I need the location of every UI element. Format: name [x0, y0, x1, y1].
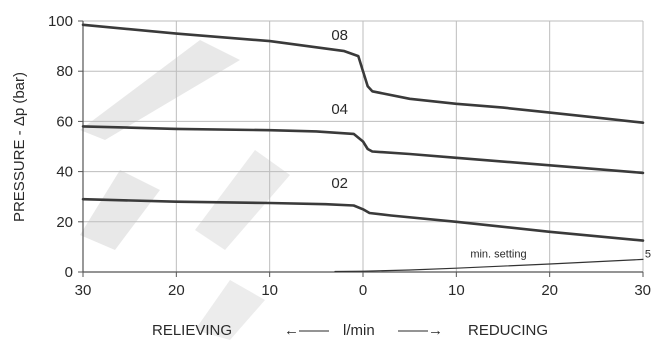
grid-lines: [82, 20, 644, 273]
x-caption-right: REDUCING: [468, 322, 548, 339]
y-tick-labels: 0 20 40 60 80 100: [48, 13, 73, 281]
x-tick-label: 10: [448, 282, 465, 299]
series-label-04: 04: [331, 101, 348, 118]
x-tick-label: 20: [168, 282, 185, 299]
series-line-04: [81, 125, 645, 175]
y-tick-label: 100: [48, 13, 73, 30]
series-label-5: 5: [645, 248, 651, 260]
x-caption-right-arrow: ——→: [398, 322, 443, 339]
series-lines: [81, 23, 645, 273]
x-axis-caption: RELIEVING ←—— l/min ——→ REDUCING: [152, 322, 548, 339]
x-tick-label: 30: [634, 282, 651, 299]
annotation-min-setting: min. setting: [470, 248, 526, 260]
x-tick-label: 10: [261, 282, 278, 299]
y-axis-label: PRESSURE - Δp (bar): [11, 72, 28, 222]
y-tick-label: 40: [56, 164, 73, 181]
y-tick-label: 20: [56, 214, 73, 231]
watermark-arrow-shape: [80, 40, 290, 340]
x-caption-left: RELIEVING: [152, 322, 232, 339]
x-tick-label: 0: [359, 282, 367, 299]
annotations: min. setting: [470, 248, 526, 260]
series-label-02: 02: [331, 175, 348, 192]
y-tick-label: 0: [65, 264, 73, 281]
series-line-08: [81, 23, 645, 124]
series-labels: 08 04 02 5: [331, 27, 651, 261]
x-tick-labels: 30 20 10 0 10 20 30: [75, 282, 651, 299]
y-tick-label: 80: [56, 63, 73, 80]
x-tick-label: 20: [541, 282, 558, 299]
x-caption-left-arrow: ←——: [284, 322, 329, 339]
y-tick-label: 60: [56, 113, 73, 130]
x-caption-unit: l/min: [343, 322, 375, 339]
axes: [78, 20, 644, 277]
series-label-08: 08: [331, 27, 348, 44]
series-line-02: [81, 197, 645, 242]
series-line-5: [334, 258, 644, 273]
x-tick-label: 30: [75, 282, 92, 299]
